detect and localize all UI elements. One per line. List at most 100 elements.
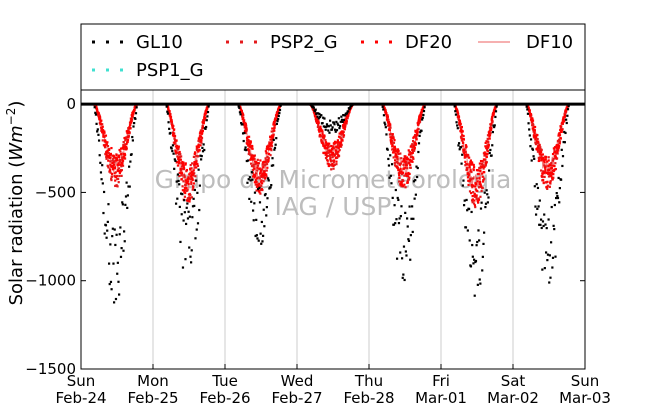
data-point <box>554 154 557 157</box>
data-point <box>486 134 490 137</box>
data-point <box>180 174 183 177</box>
data-point <box>119 255 123 258</box>
data-point <box>468 164 471 167</box>
data-point <box>337 135 341 138</box>
data-point <box>186 189 189 192</box>
data-point <box>117 164 120 167</box>
data-point <box>107 159 110 162</box>
data-point <box>410 217 413 220</box>
data-point <box>459 121 462 124</box>
data-point <box>540 226 543 230</box>
data-point <box>199 144 202 147</box>
data-point <box>417 150 420 154</box>
data-point <box>546 187 549 191</box>
data-point <box>392 148 396 152</box>
data-point <box>487 143 490 146</box>
data-point <box>544 170 547 173</box>
data-point <box>494 115 497 119</box>
data-point <box>558 132 561 135</box>
data-point <box>256 183 259 186</box>
data-point <box>237 105 240 108</box>
data-point <box>542 224 545 228</box>
data-point <box>196 162 199 166</box>
data-point <box>255 218 258 221</box>
data-point <box>124 137 128 140</box>
data-point <box>123 143 126 146</box>
data-point <box>277 118 280 121</box>
data-point <box>127 129 130 132</box>
data-point <box>545 227 548 230</box>
x-tick-day: Mon <box>137 372 169 390</box>
x-tick-date: Feb-24 <box>55 389 106 407</box>
data-point <box>125 136 128 139</box>
data-point <box>106 220 109 223</box>
data-point <box>395 160 398 163</box>
data-point <box>265 152 268 155</box>
data-point <box>488 151 491 155</box>
data-point <box>389 126 392 129</box>
data-point <box>336 122 339 125</box>
data-point <box>386 115 389 118</box>
data-point <box>415 131 418 135</box>
data-point <box>258 182 261 185</box>
data-point <box>112 154 115 157</box>
data-point <box>326 142 330 145</box>
data-point <box>131 114 134 118</box>
data-point <box>326 145 330 149</box>
data-point <box>405 160 408 163</box>
data-point <box>186 199 189 202</box>
data-point <box>490 124 493 127</box>
data-point <box>261 163 264 166</box>
data-point <box>183 175 186 178</box>
data-point <box>265 169 268 172</box>
data-point <box>317 122 320 125</box>
data-point <box>459 124 462 127</box>
data-point <box>566 108 570 111</box>
data-point <box>339 120 342 123</box>
data-point <box>257 190 261 193</box>
data-point <box>262 208 265 211</box>
data-point <box>493 108 496 111</box>
data-point <box>263 160 266 164</box>
data-point <box>173 135 177 138</box>
data-point <box>176 173 180 176</box>
data-point <box>560 148 563 151</box>
data-point <box>103 146 107 149</box>
data-point <box>246 181 249 184</box>
data-point <box>347 114 350 117</box>
data-point <box>555 196 558 200</box>
data-point <box>533 157 536 160</box>
legend-marker <box>120 68 123 72</box>
data-point <box>322 125 325 128</box>
data-point <box>416 122 420 125</box>
data-point <box>259 169 263 172</box>
data-point <box>456 127 459 130</box>
watermark: Grupo de Micrometeorologia IAG / USP <box>155 165 512 221</box>
data-point <box>543 267 546 270</box>
data-point <box>95 107 99 110</box>
data-point <box>542 178 545 182</box>
data-point <box>180 172 184 175</box>
data-point <box>482 242 485 246</box>
data-point <box>396 166 399 169</box>
data-point <box>240 121 243 125</box>
x-tick-day: Tue <box>211 372 238 390</box>
data-point <box>416 133 419 136</box>
data-point <box>183 186 187 189</box>
data-point <box>479 169 482 173</box>
data-point <box>248 152 251 155</box>
data-point <box>192 186 195 189</box>
legend-marker <box>361 40 364 44</box>
data-point <box>404 155 407 158</box>
x-tick-day: Sun <box>571 372 600 390</box>
data-point <box>549 173 552 176</box>
data-point <box>182 180 185 183</box>
data-point <box>407 171 410 175</box>
data-point <box>473 199 476 202</box>
data-point <box>271 140 274 143</box>
data-point <box>396 151 399 154</box>
data-point <box>488 132 491 135</box>
data-point <box>206 115 209 118</box>
data-point <box>330 168 333 171</box>
data-point <box>475 177 479 180</box>
